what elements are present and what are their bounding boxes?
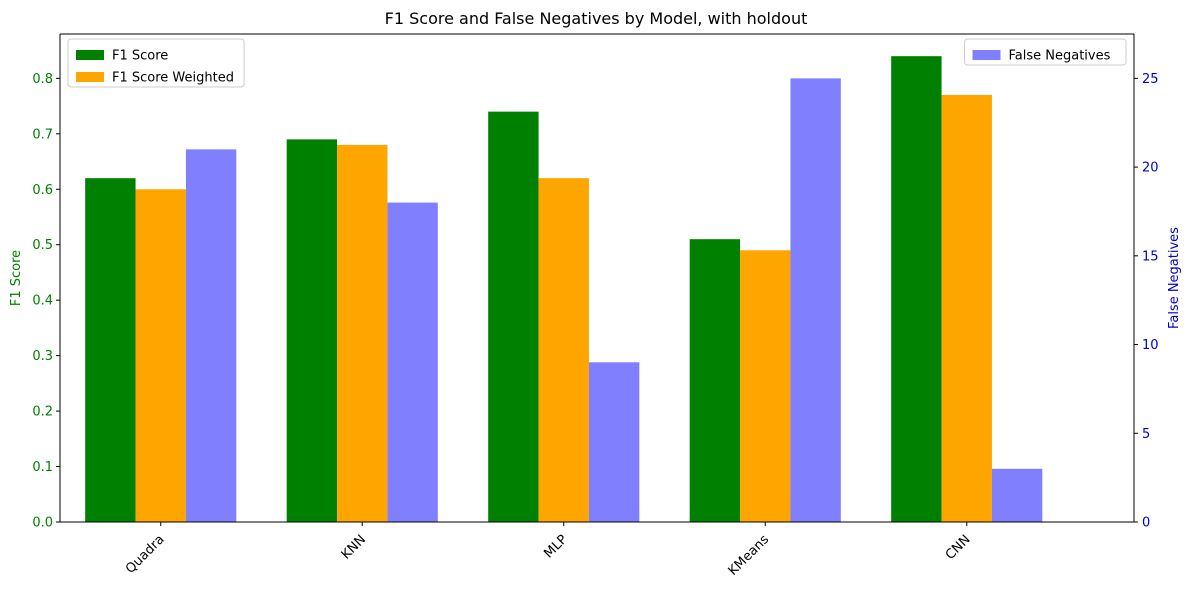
right-tick-label: 10 [1142, 338, 1159, 353]
right-tick-label: 20 [1142, 161, 1159, 176]
bar-false-negatives-knn [387, 202, 438, 522]
bar-f1-score-cnn [891, 56, 942, 522]
legend-swatch [76, 50, 104, 60]
legend-swatch [972, 50, 1001, 60]
left-tick-label: 0.5 [32, 238, 53, 253]
x-tick-label: KMeans [726, 532, 773, 579]
left-tick-label: 0.7 [32, 127, 53, 142]
left-axis-label: F1 Score [9, 250, 24, 306]
x-tick-label: KNN [339, 532, 369, 562]
legend-left: F1 Score F1 Score Weighted [67, 38, 245, 88]
right-tick-label: 25 [1142, 72, 1159, 87]
left-tick-label: 0.4 [32, 294, 53, 309]
bar-f1-score-knn [286, 139, 338, 522]
left-tick-label: 0.2 [32, 405, 53, 420]
bar-false-negatives-kmeans [790, 78, 841, 522]
bar-f1-score-kmeans [689, 239, 741, 522]
legend-label: False Negatives [1009, 49, 1111, 64]
left-tick-label: 0.8 [32, 72, 53, 87]
legend-swatch [76, 72, 104, 82]
bar-f1-score-mlp [488, 111, 539, 523]
left-tick-label: 0.3 [32, 349, 53, 364]
x-tick-label: MLP [541, 532, 570, 561]
legend-box [964, 38, 1127, 66]
bar-f1-score-weighted-quadra [135, 189, 186, 523]
right-axis-label: False Negatives [1167, 227, 1182, 329]
legend-label: F1 Score Weighted [112, 71, 234, 86]
legend-label: F1 Score [112, 49, 168, 64]
x-tick-label: CNN [943, 532, 974, 563]
legend-box [67, 38, 245, 88]
right-tick-label: 5 [1142, 427, 1150, 442]
bar-f1-score-weighted-cnn [941, 95, 992, 522]
bar-false-negatives-mlp [588, 362, 640, 522]
legend-right: False Negatives [964, 38, 1127, 66]
bar-f1-score-weighted-knn [337, 144, 388, 522]
left-tick-label: 0.1 [32, 460, 53, 475]
bar-false-negatives-quadra [185, 149, 237, 522]
chart-title: F1 Score and False Negatives by Model, w… [385, 9, 808, 28]
bar-f1-score-quadra [85, 178, 136, 522]
bar-f1-score-weighted-kmeans [740, 250, 791, 523]
bars-layer [85, 56, 1043, 523]
bar-false-negatives-cnn [991, 468, 1043, 522]
bar-f1-score-weighted-mlp [538, 178, 589, 522]
x-tick-label: Quadra [123, 532, 168, 577]
left-tick-label: 0.6 [32, 183, 53, 198]
right-tick-label: 0 [1142, 516, 1150, 531]
right-tick-label: 15 [1142, 249, 1159, 264]
left-tick-label: 0.0 [32, 516, 53, 531]
